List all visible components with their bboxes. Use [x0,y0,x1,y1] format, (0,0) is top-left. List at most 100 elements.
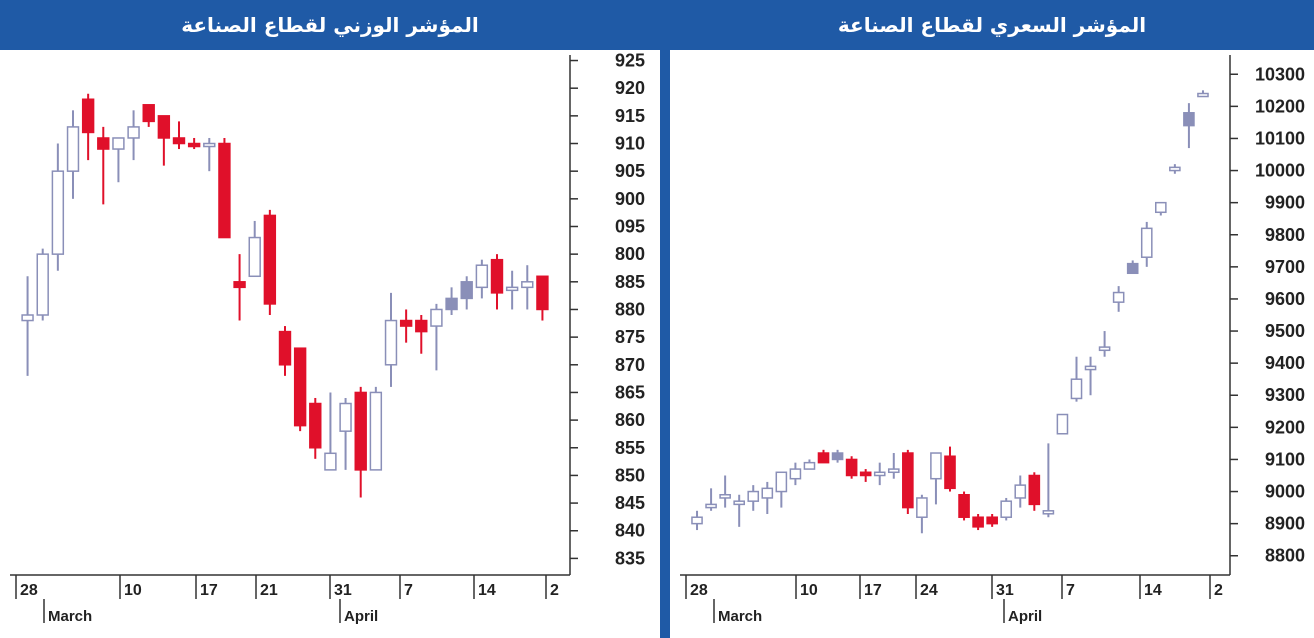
y-tick-label: 8900 [1265,514,1305,534]
candle-body [747,490,760,502]
y-tick-label: 10100 [1255,128,1305,148]
candle-body [1112,291,1125,303]
month-label: April [344,608,378,625]
x-tick-label: 14 [1144,582,1162,599]
candle-body [944,455,956,490]
candle-body [248,236,261,278]
y-tick-label: 9800 [1265,225,1305,245]
left-chart-title: المؤشر الوزني لقطاع الصناعة [0,0,660,50]
y-tick-label: 865 [615,382,645,402]
candle-body [1098,346,1111,352]
y-tick-label: 850 [615,465,645,485]
candle-body [142,104,155,123]
candle-body [1028,474,1041,506]
y-tick-label: 920 [615,78,645,98]
candle-body [831,452,844,461]
candle-body [445,297,458,311]
y-tick-label: 875 [615,327,645,347]
candle-body [203,142,216,148]
candle-body [415,319,428,333]
candle-body [36,253,49,316]
candle-body [916,497,928,518]
y-tick-label: 840 [615,521,645,541]
x-tick-label: 31 [334,582,352,599]
candle-body [1126,262,1139,275]
candle-body [1155,201,1167,214]
candle-body [817,452,830,464]
candle-body [384,319,398,366]
y-tick-label: 835 [615,548,645,568]
y-tick-label: 800 [615,244,645,264]
candle-body [1042,510,1055,515]
x-tick-label: 21 [260,582,278,599]
y-tick-label: 9900 [1265,193,1305,213]
right-chart-area [670,50,1314,638]
candle-body [972,516,984,528]
y-tick-label: 910 [615,134,645,154]
candle-body [399,319,413,327]
candle-body [887,468,900,474]
candle-body [66,126,80,172]
y-tick-label: 900 [615,189,645,209]
candle-body [1197,92,1209,98]
candle-body [187,142,201,148]
left-chart-area [0,50,660,638]
y-tick-label: 9400 [1265,353,1305,373]
y-tick-label: 9600 [1265,289,1305,309]
candle-body [505,286,519,292]
y-tick-label: 9300 [1265,385,1305,405]
weighted-index-panel: المؤشر الوزني لقطاع الصناعة 925 920 915 910… [0,0,660,638]
candle-body [1169,166,1181,172]
candle-body [705,503,717,509]
candle-body [733,500,745,506]
y-tick-label: 870 [615,355,645,375]
candle-body [51,170,65,255]
candle-body [521,281,534,289]
candle-body [859,471,872,477]
candle-body [490,258,504,294]
candle-body [324,452,337,471]
y-tick-label: 9200 [1265,417,1305,437]
y-tick-label: 925 [615,51,645,71]
y-tick-label: 8800 [1265,546,1305,566]
candle-body [112,137,125,150]
candle-body [1183,112,1195,127]
x-tick-label: 24 [920,582,938,599]
candle-body [430,308,443,327]
y-tick-label: 9500 [1265,321,1305,341]
y-tick-label: 855 [615,438,645,458]
candle-body [789,468,802,480]
candle-body [719,494,731,499]
month-label: March [48,608,92,625]
candle-body [1084,365,1097,371]
candle-body [81,98,95,134]
candle-body [691,516,703,525]
candle-body [127,126,140,139]
y-tick-label: 10200 [1255,96,1305,116]
candle-body [902,452,914,509]
x-tick-label: 28 [20,582,38,599]
x-tick-label: 2 [1214,582,1223,599]
candle-body [986,516,998,525]
x-tick-label: 7 [1066,582,1075,599]
candle-body [172,137,186,145]
x-tick-label: 31 [996,582,1014,599]
candle-body [97,137,110,150]
x-tick-label: 14 [478,582,496,599]
candle-body [958,494,970,518]
x-tick-label: 10 [124,582,142,599]
candle-body [263,214,277,305]
candle-body [1014,484,1027,499]
candle-body [309,402,322,449]
x-tick-label: 28 [690,582,708,599]
candle-body [873,471,886,477]
y-tick-label: 885 [615,272,645,292]
y-tick-label: 880 [615,299,645,319]
panel-divider [660,0,670,638]
candle-body [157,115,171,139]
left-candlestick-chart: 925 920 915 910 905 900 095 800 885 880 875 870 865 8… [10,51,645,625]
y-tick-label: 9000 [1265,482,1305,502]
candle-body [1056,413,1069,435]
y-tick-label: 915 [615,106,645,126]
candle-body [293,347,307,427]
